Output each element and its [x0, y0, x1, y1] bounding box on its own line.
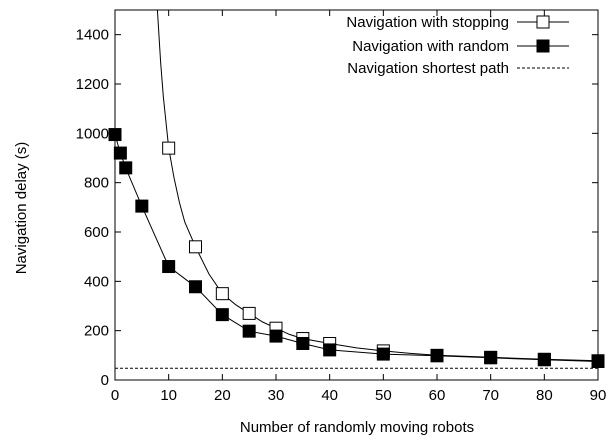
x-tick-label: 0 [111, 387, 119, 404]
series-random-point [242, 324, 256, 338]
series-random-point [113, 146, 127, 160]
series-stopping-point [189, 240, 202, 254]
legend-label: Navigation with stopping [346, 14, 509, 31]
legend-swatch-marker [536, 39, 550, 53]
y-tick-label: 800 [84, 175, 109, 192]
plot-frame [114, 9, 599, 381]
series-random-point [296, 336, 310, 350]
plot-area: 0 200 400 600 800 1000 1200 1400 0 10 20 30 40 50 60 70… [76, 9, 607, 404]
y-axis-label: Navigation delay (s) [13, 142, 30, 275]
x-tick-label: 90 [590, 387, 607, 404]
series-random-point [269, 329, 283, 343]
series-stopping-point [162, 141, 176, 155]
x-tick-label: 20 [214, 387, 231, 404]
x-tick-label: 60 [429, 387, 446, 404]
legend-swatch-marker [536, 15, 550, 29]
x-axis-label: Number of randomly moving robots [240, 419, 474, 436]
y-tick-label: 0 [101, 372, 109, 389]
series-random-point [376, 347, 390, 361]
series-stopping-line [156, 10, 598, 362]
legend-label: Navigation shortest path [347, 60, 509, 77]
series-random-point [430, 349, 444, 363]
x-tick-label: 30 [268, 387, 285, 404]
series-random-point [484, 351, 498, 365]
legend: Navigation with stopping Navigation with … [346, 14, 569, 77]
series-random-point [135, 199, 149, 213]
y-tick-label: 400 [84, 273, 109, 290]
series-random-point [323, 343, 337, 357]
series-stopping-point [215, 287, 229, 301]
legend-label: Navigation with random [352, 38, 509, 55]
x-tick-label: 10 [160, 387, 177, 404]
y-tick-label: 200 [84, 323, 109, 340]
y-tick-label: 600 [84, 224, 109, 241]
series-random-point [108, 128, 122, 142]
series-random-point [162, 260, 176, 274]
series-random-line [115, 134, 598, 362]
x-tick-label: 40 [321, 387, 338, 404]
series-random-point [591, 355, 605, 368]
x-tick-label: 50 [375, 387, 392, 404]
series-layer [108, 10, 605, 369]
series-random-point [215, 308, 229, 322]
series-random-point [119, 161, 133, 175]
y-tick-label: 1200 [76, 76, 109, 93]
series-random-point [537, 353, 551, 367]
y-tick-label: 1400 [76, 27, 109, 44]
x-tick-label: 80 [536, 387, 553, 404]
series-stopping-point [242, 306, 256, 320]
y-tick-label: 1000 [76, 125, 109, 142]
x-tick-label: 70 [482, 387, 499, 404]
series-random-point [189, 280, 202, 294]
